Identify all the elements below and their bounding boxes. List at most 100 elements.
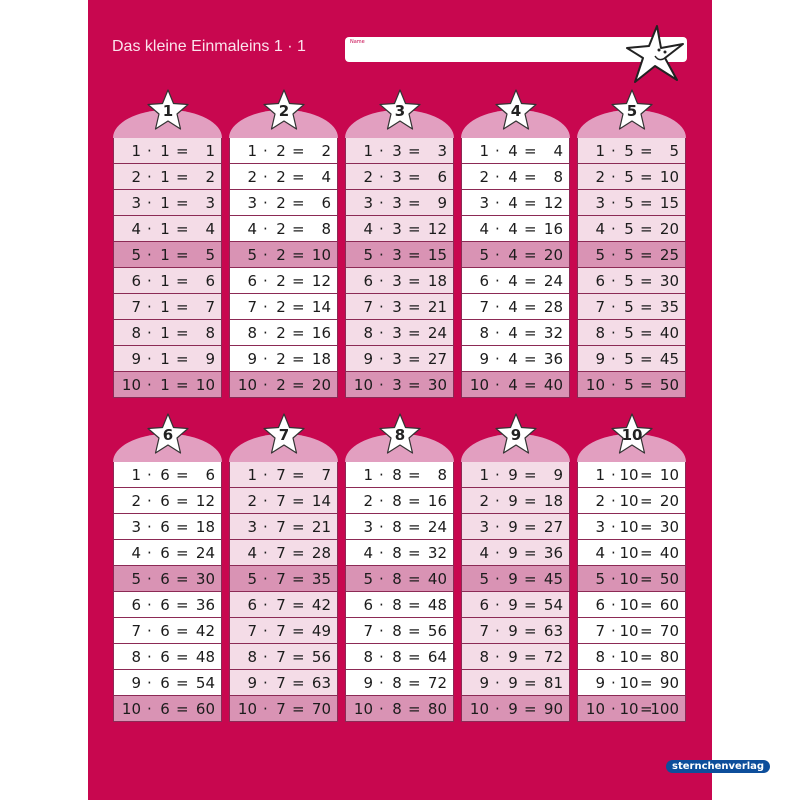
factor-a: 10 xyxy=(353,376,373,394)
factor-b: 6 xyxy=(160,596,170,614)
times-sign: · xyxy=(379,272,384,290)
times-sign: · xyxy=(495,272,500,290)
table-row: 10 · 3 = 30 xyxy=(345,372,454,398)
equals-sign: = xyxy=(524,492,537,510)
table-row: 7 · 4 = 28 xyxy=(461,294,570,320)
times-sign: · xyxy=(611,674,616,692)
equals-sign: = xyxy=(292,466,305,484)
factor-b: 7 xyxy=(276,492,286,510)
equals-sign: = xyxy=(408,544,421,562)
times-sign: · xyxy=(495,324,500,342)
factor-b: 5 xyxy=(624,376,634,394)
table-row: 3 · 2 = 6 xyxy=(229,190,338,216)
product: 40 xyxy=(543,376,563,394)
equals-sign: = xyxy=(524,220,537,238)
equals-sign: = xyxy=(408,350,421,368)
factor-b: 6 xyxy=(160,700,170,718)
table-row: 10 · 5 = 50 xyxy=(577,372,686,398)
table-row: 9 · 1 = 9 xyxy=(113,346,222,372)
factor-a: 9 xyxy=(479,350,489,368)
product: 28 xyxy=(543,298,563,316)
product: 30 xyxy=(195,570,215,588)
product: 10 xyxy=(659,168,679,186)
times-sign: · xyxy=(379,544,384,562)
factor-a: 6 xyxy=(247,596,257,614)
factor-a: 4 xyxy=(363,544,373,562)
product: 54 xyxy=(543,596,563,614)
factor-a: 7 xyxy=(479,622,489,640)
product: 9 xyxy=(205,350,215,368)
times-table-5: 5 1 · 5 = 5 2 · 5 = 10 3 · 5 = 15 4 · 5 = 20 5 · 5 = 25 6 · 5 = 30 7 · 5 =… xyxy=(577,89,686,398)
equals-sign: = xyxy=(176,466,189,484)
equals-sign: = xyxy=(524,246,537,264)
times-table-4: 4 1 · 4 = 4 2 · 4 = 8 3 · 4 = 12 4 · 4 = 16 5 · 4 = 20 6 · 4 = 24 7 · 4 = 2… xyxy=(461,89,570,398)
factor-b: 1 xyxy=(160,220,170,238)
product: 35 xyxy=(659,298,679,316)
times-sign: · xyxy=(263,194,268,212)
product: 56 xyxy=(427,622,447,640)
equals-sign: = xyxy=(640,298,653,316)
factor-b: 8 xyxy=(392,648,402,666)
table-row: 4 · 9 = 36 xyxy=(461,540,570,566)
times-sign: · xyxy=(611,142,616,160)
table-row: 6 · 2 = 12 xyxy=(229,268,338,294)
factor-b: 5 xyxy=(624,194,634,212)
table-row: 10 · 10 = 100 xyxy=(577,696,686,722)
equals-sign: = xyxy=(292,350,305,368)
product: 50 xyxy=(659,376,679,394)
product: 90 xyxy=(543,700,563,718)
equals-sign: = xyxy=(524,168,537,186)
product: 10 xyxy=(195,376,215,394)
factor-b: 1 xyxy=(160,246,170,264)
table-row: 4 · 4 = 16 xyxy=(461,216,570,242)
table-row: 1 · 7 = 7 xyxy=(229,462,338,488)
product: 2 xyxy=(205,168,215,186)
factor-b: 9 xyxy=(508,518,518,536)
table-number: 1 xyxy=(162,102,174,120)
table-row: 5 · 6 = 30 xyxy=(113,566,222,592)
star-icon xyxy=(611,413,653,454)
times-sign: · xyxy=(147,168,152,186)
equals-sign: = xyxy=(292,700,305,718)
product: 25 xyxy=(659,246,679,264)
equals-sign: = xyxy=(292,168,305,186)
product: 8 xyxy=(553,168,563,186)
factor-b: 10 xyxy=(619,596,639,614)
factor-a: 1 xyxy=(131,466,141,484)
times-sign: · xyxy=(495,544,500,562)
times-sign: · xyxy=(379,142,384,160)
equals-sign: = xyxy=(292,648,305,666)
product: 35 xyxy=(311,570,331,588)
table-row: 10 · 6 = 60 xyxy=(113,696,222,722)
equals-sign: = xyxy=(524,596,537,614)
factor-b: 1 xyxy=(160,194,170,212)
product: 20 xyxy=(311,376,331,394)
equals-sign: = xyxy=(176,570,189,588)
factor-a: 8 xyxy=(479,648,489,666)
times-sign: · xyxy=(379,700,384,718)
equals-sign: = xyxy=(524,298,537,316)
factor-b: 4 xyxy=(508,350,518,368)
factor-b: 8 xyxy=(392,596,402,614)
factor-b: 1 xyxy=(160,298,170,316)
factor-a: 6 xyxy=(479,596,489,614)
factor-a: 9 xyxy=(131,350,141,368)
times-table-1: 1 1 · 1 = 1 2 · 1 = 2 3 · 1 = 3 4 · 1 = 4 5 · 1 = 5 6 · 1 = 6 7 · 1 = 7 8 · 1 =… xyxy=(113,89,222,398)
factor-a: 1 xyxy=(363,142,373,160)
factor-b: 2 xyxy=(276,168,286,186)
publisher-name: sternchenverlag xyxy=(666,759,771,773)
factor-b: 2 xyxy=(276,324,286,342)
factor-a: 3 xyxy=(595,194,605,212)
product: 24 xyxy=(427,324,447,342)
factor-a: 6 xyxy=(595,272,605,290)
factor-a: 4 xyxy=(479,220,489,238)
equals-sign: = xyxy=(292,674,305,692)
times-sign: · xyxy=(263,376,268,394)
table-row: 3 · 8 = 24 xyxy=(345,514,454,540)
product: 21 xyxy=(311,518,331,536)
equals-sign: = xyxy=(408,700,421,718)
times-sign: · xyxy=(611,376,616,394)
table-row: 10 · 7 = 70 xyxy=(229,696,338,722)
table-row: 1 · 3 = 3 xyxy=(345,138,454,164)
star-badge: 5 xyxy=(610,88,654,132)
